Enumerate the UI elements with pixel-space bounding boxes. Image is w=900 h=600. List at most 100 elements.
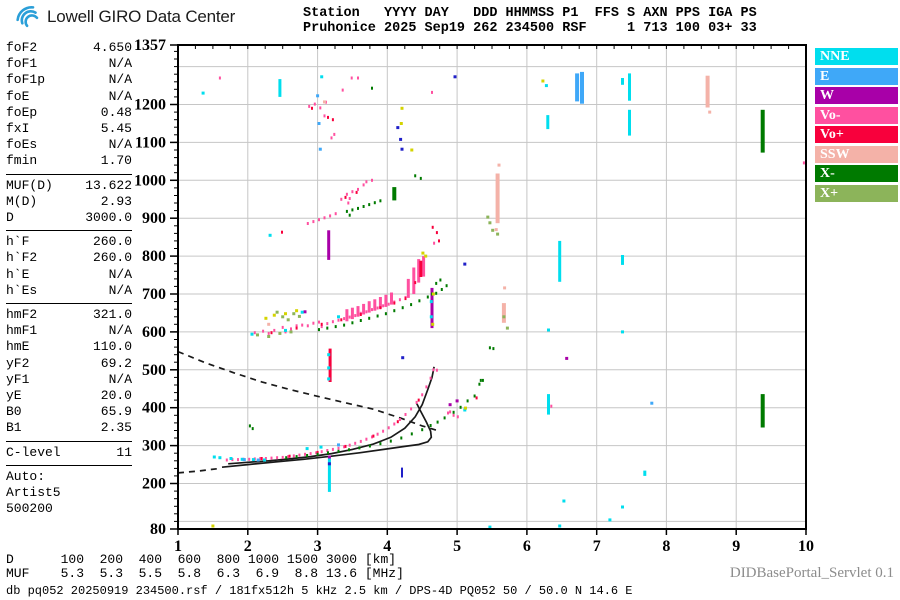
legend-item-nne: NNE xyxy=(815,48,898,65)
series-x-plus-echoes xyxy=(256,215,509,338)
servlet-watermark: DIDBasePortal_Servlet 0.1 xyxy=(729,565,894,581)
param-value: N/A xyxy=(108,56,132,72)
y-tick-label: 400 xyxy=(142,400,166,417)
param-label: h`F xyxy=(6,234,30,250)
measurement-status-line: db pq052 20250919 234500.rsf / 181fx512h… xyxy=(6,584,633,598)
y-tick-label: 1100 xyxy=(135,134,166,151)
curve-muf-transmission-curve xyxy=(177,350,440,433)
x-tick-label: 10 xyxy=(798,538,814,555)
param-label: h`Es xyxy=(6,282,38,298)
param-value: N/A xyxy=(108,72,132,88)
param-label: fxI xyxy=(6,121,30,137)
x-tick-label: 1 xyxy=(174,538,182,555)
param-label: foEs xyxy=(6,137,38,153)
y-tick-label: 900 xyxy=(142,210,166,227)
grid-lines xyxy=(178,45,806,529)
param-label: foF2 xyxy=(6,40,38,55)
param-label: hmF2 xyxy=(6,307,38,323)
param-value: 1.70 xyxy=(100,153,132,169)
param-row-fmin: fmin 1.70 xyxy=(6,153,132,169)
legend-item-x: X+ xyxy=(815,184,898,202)
giro-logo-text: Lowell GIRO Data Center xyxy=(47,7,236,26)
param-row-foep: foEp 0.48 xyxy=(6,105,132,121)
param-label: MUF(D) xyxy=(6,177,53,193)
param-label: yF1 xyxy=(6,371,30,387)
x-tick-label: 4 xyxy=(383,538,391,555)
x-tick-label: 9 xyxy=(732,538,740,555)
param-value: 2.35 xyxy=(100,420,132,436)
x-tick-label: 2 xyxy=(244,538,252,555)
param-value: 5.45 xyxy=(100,121,132,137)
x-tick-label: 7 xyxy=(593,538,601,555)
param-row-yf1: yF1 N/A xyxy=(6,372,132,388)
legend-item-ssw: SSW xyxy=(815,145,898,163)
param-label: yE xyxy=(6,388,22,404)
param-value: 260.0 xyxy=(92,250,132,266)
curve-artist-x-trace-fit-nose xyxy=(221,402,433,469)
param-value: N/A xyxy=(108,282,132,298)
series-vo-minus-echoes xyxy=(218,76,805,462)
param-row-fof2: foF2 4.650 xyxy=(6,40,132,56)
y-tick-label: 500 xyxy=(142,362,166,379)
param-value: 13.622 xyxy=(85,177,132,193)
curve-low-frequency-dashed-tail xyxy=(177,467,221,474)
param-label: fmin xyxy=(6,153,38,169)
param-separator xyxy=(6,464,132,466)
param-value: 260.0 xyxy=(92,234,132,250)
param-row-fof1: foF1 N/A xyxy=(6,56,132,72)
param-value: 11 xyxy=(116,444,132,460)
y-tick-label: 700 xyxy=(142,286,166,303)
axis-ticks: 1357120011001000900800700600500400300200… xyxy=(134,37,814,555)
param-row-fof1p: foF1p N/A xyxy=(6,72,132,88)
param-separator xyxy=(6,230,132,232)
param-label: hmE xyxy=(6,339,30,355)
param-row-yf2: yF2 69.2 xyxy=(6,356,132,372)
station-header: Station YYYY DAY DDD HHMMSS P1 FFS S AXN… xyxy=(303,6,757,36)
series-vo-plus-echoes xyxy=(260,106,478,460)
param-row-hme: hmE 110.0 xyxy=(6,339,132,355)
param-value: 69.2 xyxy=(100,355,132,371)
param-value: N/A xyxy=(108,266,132,282)
y-tick-label: 300 xyxy=(142,438,166,455)
param-label: yF2 xyxy=(6,355,30,371)
param-value: N/A xyxy=(108,137,132,153)
param-label: foF1p xyxy=(6,72,46,88)
param-value: 0.48 xyxy=(100,104,132,120)
curve-artist-o-trace-fit xyxy=(228,366,435,465)
param-row-hf: h`F 260.0 xyxy=(6,234,132,250)
distance-row: D 100 200 400 600 800 1000 1500 3000 [km… xyxy=(6,552,397,567)
x-tick-label: 5 xyxy=(453,538,461,555)
param-label: hmF1 xyxy=(6,323,38,339)
param-separator xyxy=(6,173,132,175)
y-tick-label: 200 xyxy=(142,476,166,493)
series-ssw-echoes xyxy=(267,75,712,326)
param-row-hmf2: hmF2 321.0 xyxy=(6,307,132,323)
param-label: B1 xyxy=(6,420,22,436)
param-row-hes: h`Es N/A xyxy=(6,283,132,299)
param-row-foes: foEs N/A xyxy=(6,137,132,153)
param-value: 20.0 xyxy=(100,388,132,404)
param-label: M(D) xyxy=(6,193,38,209)
param-label: h`F2 xyxy=(6,250,38,266)
series-e-echoes xyxy=(242,71,654,462)
muf-row: MUF 5.3 5.3 5.5 5.8 6.3 6.9 8.8 13.6 [MH… xyxy=(6,566,404,581)
param-value: N/A xyxy=(108,371,132,387)
param-label: D xyxy=(6,210,14,226)
param-label: C-level xyxy=(6,444,61,460)
param-row-fxi: fxI 5.45 xyxy=(6,121,132,137)
param-value: N/A xyxy=(108,88,132,104)
param-row-ye: yE 20.0 xyxy=(6,388,132,404)
series-unclassified-dark-blue-echoes xyxy=(327,75,467,478)
station-header-line1: Station YYYY DAY DDD HHMMSS P1 FFS S AXN… xyxy=(303,6,757,21)
param-separator xyxy=(6,303,132,305)
x-tick-label: 8 xyxy=(662,538,670,555)
y-tick-label: 800 xyxy=(142,248,166,265)
param-label: foE xyxy=(6,88,30,104)
y-tick-label: 1357 xyxy=(134,37,166,54)
auto-scaler-line: 500200 xyxy=(6,501,53,517)
param-row-mufd: MUF(D) 13.622 xyxy=(6,178,132,194)
param-row-foe: foE N/A xyxy=(6,89,132,105)
